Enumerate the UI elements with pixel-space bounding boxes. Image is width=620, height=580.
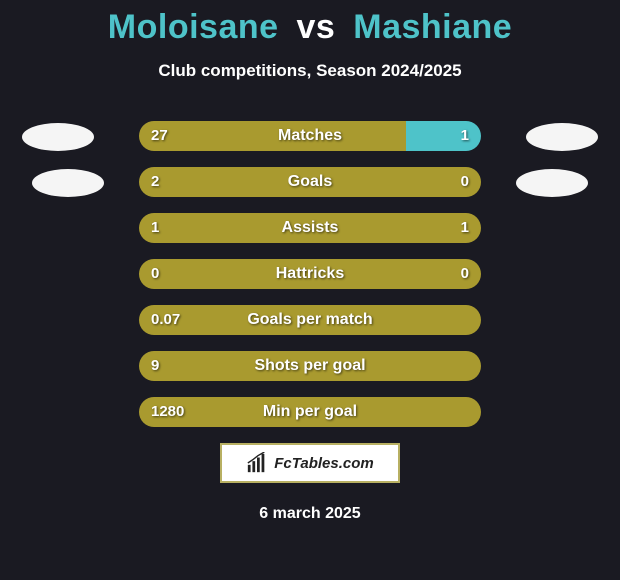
team-badge-right-1 xyxy=(526,123,598,151)
stat-row: 9Shots per goal xyxy=(139,351,481,381)
stat-row: 20Goals xyxy=(139,167,481,197)
team-badge-left-1 xyxy=(22,123,94,151)
team-badge-left-2 xyxy=(32,169,104,197)
source-logo: FcTables.com xyxy=(220,443,400,483)
stat-row: 0.07Goals per match xyxy=(139,305,481,335)
subtitle: Club competitions, Season 2024/2025 xyxy=(0,61,620,81)
stat-label: Min per goal xyxy=(139,397,481,427)
stat-row: 1280Min per goal xyxy=(139,397,481,427)
team-badge-right-2 xyxy=(516,169,588,197)
source-name: FcTables.com xyxy=(274,455,373,472)
comparison-card: Moloisane vs Mashiane Club competitions,… xyxy=(0,0,620,580)
chart-icon xyxy=(246,452,268,474)
title: Moloisane vs Mashiane xyxy=(0,8,620,47)
stat-label: Hattricks xyxy=(139,259,481,289)
player1-name: Moloisane xyxy=(108,8,279,46)
stat-row: 11Assists xyxy=(139,213,481,243)
stats-chart: 271Matches 20Goals 11Assists 00Hattricks 0.0… xyxy=(0,121,620,427)
date: 6 march 2025 xyxy=(0,505,620,523)
stat-label: Shots per goal xyxy=(139,351,481,381)
player2-name: Mashiane xyxy=(353,8,512,46)
vs-separator: vs xyxy=(296,8,335,46)
stat-label: Matches xyxy=(139,121,481,151)
stat-row: 00Hattricks xyxy=(139,259,481,289)
stat-label: Goals xyxy=(139,167,481,197)
stat-label: Assists xyxy=(139,213,481,243)
stat-row: 271Matches xyxy=(139,121,481,151)
stat-label: Goals per match xyxy=(139,305,481,335)
